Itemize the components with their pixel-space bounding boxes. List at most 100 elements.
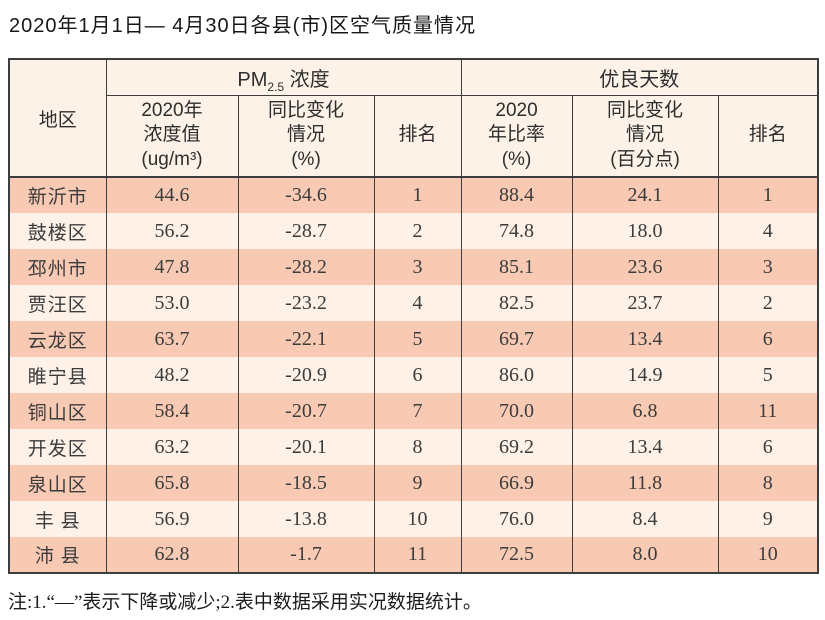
gooddays-rate-cell: 86.0 (460, 357, 573, 393)
pm25-change-cell: -28.7 (237, 213, 375, 249)
region-cell: 鼓楼区 (8, 213, 107, 249)
gooddays-change-cell: 8.0 (571, 537, 719, 573)
pm25-rank-cell: 3 (373, 249, 462, 285)
gooddays-change-cell: 11.8 (571, 465, 719, 501)
pm25-change-cell: -23.2 (237, 285, 375, 321)
pm25-value-cell: 44.6 (105, 177, 239, 213)
gooddays-rank-cell: 2 (717, 285, 819, 321)
pm25-suffix: 浓度 (284, 68, 330, 91)
gooddays-change-cell: 23.7 (571, 285, 719, 321)
gooddays-rank-cell: 10 (717, 537, 819, 573)
pm25-subscript: 2.5 (267, 79, 285, 94)
region-cell: 云龙区 (8, 321, 107, 357)
gooddays-rate-cell: 85.1 (460, 249, 573, 285)
gooddays-rate-cell: 66.9 (460, 465, 573, 501)
gooddays-change-cell: 23.6 (571, 249, 719, 285)
table-row: 丰 县 56.9 -13.8 10 76.0 8.4 9 (8, 501, 819, 537)
header-gooddays-change: 同比变化 情况 (百分点) (571, 95, 719, 178)
gooddays-rank-cell: 6 (717, 321, 819, 357)
region-cell: 贾汪区 (8, 285, 107, 321)
gooddays-change-cell: 24.1 (571, 177, 719, 213)
gooddays-rank-cell: 3 (717, 249, 819, 285)
gooddays-change-cell: 13.4 (571, 429, 719, 465)
table-header: 地区 PM2.5 浓度 优良天数 2020年 浓度值 (ug/m³) 同比变化 … (8, 59, 819, 178)
table-row: 铜山区 58.4 -20.7 7 70.0 6.8 11 (8, 393, 819, 429)
pm25-change-cell: -22.1 (237, 321, 375, 357)
pm25-value-cell: 63.7 (105, 321, 239, 357)
table-row: 沛 县 62.8 -1.7 11 72.5 8.0 10 (8, 537, 819, 573)
region-cell: 铜山区 (8, 393, 107, 429)
table-subheader-row: 2020年 浓度值 (ug/m³) 同比变化 情况 (%) 排名 2020 年比… (9, 95, 819, 178)
pm25-value-cell: 58.4 (105, 393, 239, 429)
gooddays-rate-cell: 69.7 (460, 321, 573, 357)
table-row: 贾汪区 53.0 -23.2 4 82.5 23.7 2 (8, 285, 819, 321)
pm25-change-cell: -1.7 (237, 537, 375, 573)
gooddays-change-cell: 18.0 (571, 213, 719, 249)
pm25-rank-cell: 11 (373, 537, 462, 573)
region-cell: 邳州市 (8, 249, 107, 285)
pm25-value-cell: 48.2 (105, 357, 239, 393)
gooddays-rank-cell: 6 (717, 429, 819, 465)
gooddays-rank-cell: 8 (717, 465, 819, 501)
table-row: 云龙区 63.7 -22.1 5 69.7 13.4 6 (8, 321, 819, 357)
pm25-rank-cell: 7 (373, 393, 462, 429)
pm25-change-cell: -28.2 (237, 249, 375, 285)
gooddays-rank-cell: 4 (717, 213, 819, 249)
header-pm25-rank: 排名 (373, 95, 462, 178)
gooddays-change-cell: 8.4 (571, 501, 719, 537)
gooddays-rank-cell: 9 (717, 501, 819, 537)
pm25-rank-cell: 1 (373, 177, 462, 213)
gooddays-rate-cell: 72.5 (460, 537, 573, 573)
pm25-change-cell: -20.7 (237, 393, 375, 429)
table-body: 新沂市 44.6 -34.6 1 88.4 24.1 1 鼓楼区 56.2 -2… (8, 177, 819, 573)
pm25-value-cell: 63.2 (105, 429, 239, 465)
table-row: 泉山区 65.8 -18.5 9 66.9 11.8 8 (8, 465, 819, 501)
header-group-pm25: PM2.5 浓度 (105, 59, 462, 96)
pm25-rank-cell: 5 (373, 321, 462, 357)
header-gooddays-rank: 排名 (717, 95, 819, 178)
page: 2020年1月1日— 4月30日各县(市)区空气质量情况 地区 PM2.5 浓度… (0, 12, 825, 620)
gooddays-change-cell: 6.8 (571, 393, 719, 429)
pm25-rank-cell: 2 (373, 213, 462, 249)
gooddays-rank-cell: 11 (717, 393, 819, 429)
gooddays-rate-cell: 82.5 (460, 285, 573, 321)
pm25-value-cell: 56.2 (105, 213, 239, 249)
pm25-change-cell: -34.6 (237, 177, 375, 213)
pm25-change-cell: -18.5 (237, 465, 375, 501)
gooddays-rank-cell: 5 (717, 357, 819, 393)
gooddays-rank-cell: 1 (717, 177, 819, 213)
header-pm25-change: 同比变化 情况 (%) (237, 95, 375, 178)
pm25-rank-cell: 9 (373, 465, 462, 501)
pm25-value-cell: 53.0 (105, 285, 239, 321)
pm25-value-cell: 62.8 (105, 537, 239, 573)
region-cell: 睢宁县 (8, 357, 107, 393)
header-gooddays-rate: 2020 年比率 (%) (460, 95, 573, 178)
gooddays-rate-cell: 70.0 (460, 393, 573, 429)
page-title: 2020年1月1日— 4月30日各县(市)区空气质量情况 (9, 15, 476, 37)
gooddays-change-cell: 13.4 (571, 321, 719, 357)
pm25-rank-cell: 6 (373, 357, 462, 393)
header-pm25-value: 2020年 浓度值 (ug/m³) (105, 95, 239, 178)
pm25-change-cell: -20.1 (237, 429, 375, 465)
air-quality-table: 地区 PM2.5 浓度 优良天数 2020年 浓度值 (ug/m³) 同比变化 … (8, 58, 820, 574)
region-cell: 新沂市 (8, 177, 107, 213)
header-group-good-days: 优良天数 (460, 59, 819, 96)
table-row: 开发区 63.2 -20.1 8 69.2 13.4 6 (8, 429, 819, 465)
pm25-rank-cell: 10 (373, 501, 462, 537)
pm25-value-cell: 56.9 (105, 501, 239, 537)
pm25-value-cell: 47.8 (105, 249, 239, 285)
pm25-rank-cell: 4 (373, 285, 462, 321)
region-cell: 沛 县 (8, 537, 107, 573)
table-row: 邳州市 47.8 -28.2 3 85.1 23.6 3 (8, 249, 819, 285)
gooddays-rate-cell: 74.8 (460, 213, 573, 249)
gooddays-change-cell: 14.9 (571, 357, 719, 393)
table-group-header-row: 地区 PM2.5 浓度 优良天数 (8, 59, 819, 178)
table-row: 睢宁县 48.2 -20.9 6 86.0 14.9 5 (8, 357, 819, 393)
footnote: 注:1.“—”表示下降或减少;2.表中数据采用实况数据统计。 (8, 592, 482, 613)
pm25-rank-cell: 8 (373, 429, 462, 465)
region-cell: 泉山区 (8, 465, 107, 501)
table-row: 鼓楼区 56.2 -28.7 2 74.8 18.0 4 (8, 213, 819, 249)
pm25-change-cell: -20.9 (237, 357, 375, 393)
table-row: 新沂市 44.6 -34.6 1 88.4 24.1 1 (8, 177, 819, 213)
gooddays-rate-cell: 76.0 (460, 501, 573, 537)
